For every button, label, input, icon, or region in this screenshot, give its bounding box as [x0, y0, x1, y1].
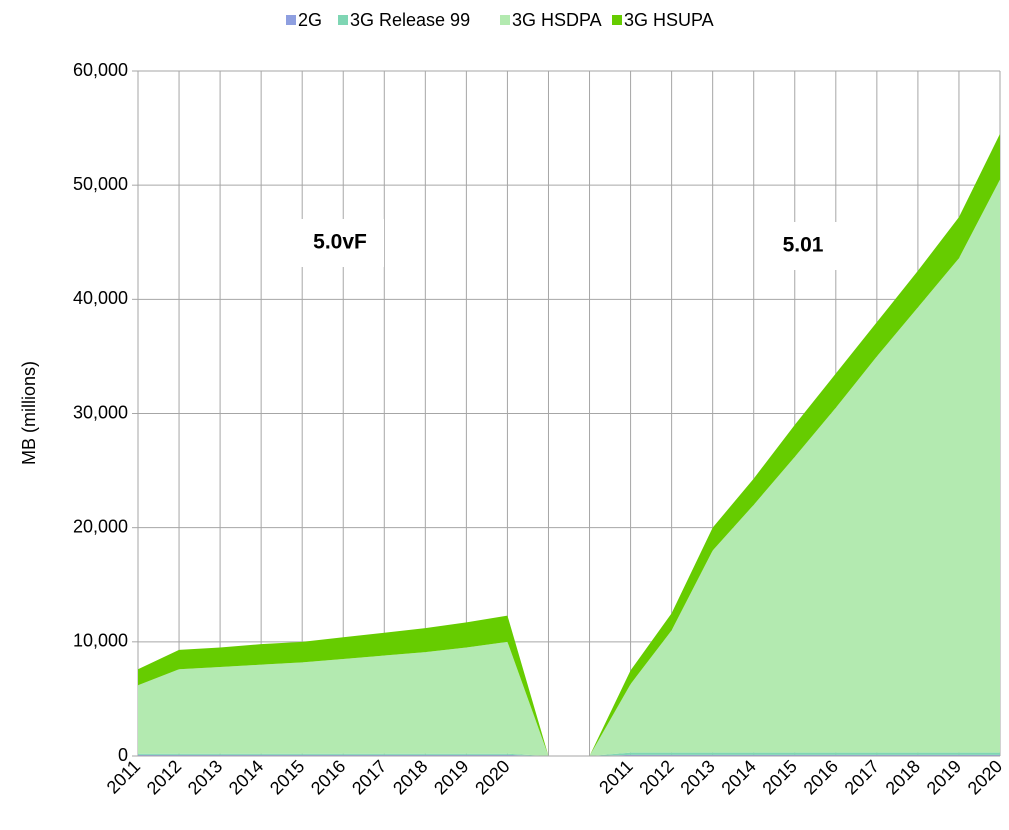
- legend-swatch: [286, 15, 296, 25]
- x-tick-label: 2013: [676, 756, 718, 798]
- x-tick-label: 2019: [923, 756, 965, 798]
- y-tick-label: 30,000: [73, 402, 128, 422]
- legend-swatch: [500, 15, 510, 25]
- y-tick-label: 50,000: [73, 174, 128, 194]
- x-tick-label: 2013: [184, 756, 226, 798]
- annotation-box: [759, 222, 847, 270]
- legend: 2G 3G Release 99 3G HSDPA 3G HSUPA: [286, 10, 714, 30]
- y-axis-label: MB (millions): [19, 361, 39, 465]
- legend-label: 2G: [298, 10, 322, 30]
- x-tick-label: 2017: [841, 756, 883, 798]
- annotation-box: [296, 219, 384, 267]
- x-tick-label: 2012: [143, 756, 185, 798]
- legend-label: 3G HSUPA: [624, 10, 714, 30]
- x-tick-label: 2014: [225, 756, 267, 798]
- y-tick-label: 60,000: [73, 60, 128, 80]
- legend-label: 3G HSDPA: [512, 10, 602, 30]
- x-tick-label: 2020: [471, 756, 513, 798]
- y-tick-label: 10,000: [73, 631, 128, 651]
- x-tick-label: 2015: [758, 756, 800, 798]
- x-tick-label: 2011: [595, 756, 637, 798]
- x-tick-label: 2019: [430, 756, 472, 798]
- x-tick-label: 2012: [635, 756, 677, 798]
- y-tick-label: 40,000: [73, 288, 128, 308]
- y-tick-label: 20,000: [73, 516, 128, 536]
- x-tick-label: 2016: [307, 756, 349, 798]
- legend-swatch: [612, 15, 622, 25]
- x-tick-label: 2016: [800, 756, 842, 798]
- x-tick-label: 2017: [348, 756, 390, 798]
- y-tick-label: 0: [118, 745, 128, 765]
- annotation: 5.0vF: [313, 231, 367, 254]
- x-tick-label: 2015: [266, 756, 308, 798]
- x-tick-label: 2014: [717, 756, 759, 798]
- x-tick-label: 2020: [964, 756, 1006, 798]
- legend-label: 3G Release 99: [350, 10, 470, 30]
- area: [138, 752, 1000, 756]
- x-tick-label: 2018: [389, 756, 431, 798]
- x-tick-label: 2018: [882, 756, 924, 798]
- annotation: 5.01: [783, 234, 824, 257]
- area: [138, 179, 1000, 757]
- legend-swatch: [338, 15, 348, 25]
- x-tick-label: 2011: [103, 756, 145, 798]
